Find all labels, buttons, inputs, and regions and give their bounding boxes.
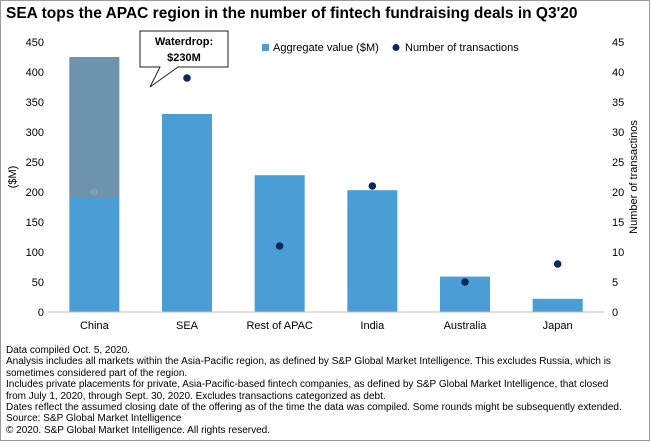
y-tick-right: 10 bbox=[612, 247, 624, 259]
bars-group bbox=[69, 57, 583, 312]
dot-india bbox=[368, 182, 377, 190]
bar-waterdrop-segment bbox=[69, 57, 120, 198]
footnotes: Data compiled Oct. 5, 2020. Analysis incl… bbox=[6, 345, 646, 436]
footnote-line: Includes private placements for private,… bbox=[6, 379, 609, 391]
y-tick-left: 450 bbox=[26, 37, 44, 49]
y-tick-right: 30 bbox=[612, 127, 624, 139]
y-tick-right: 20 bbox=[612, 187, 624, 199]
bar-japan bbox=[532, 298, 583, 312]
chart-area: 0 50 100 150 200 250 300 350 400 450 0 5 10 15 20 25 30… bbox=[7, 30, 640, 332]
footnote-line: Data compiled Oct. 5, 2020. bbox=[6, 345, 130, 356]
right-axis-ticks: 0 5 10 15 20 25 30 35 40 45 bbox=[612, 37, 624, 319]
y-tick-left: 250 bbox=[26, 157, 44, 169]
y-tick-left: 350 bbox=[26, 97, 44, 109]
category-label: Rest of APAC bbox=[246, 320, 312, 332]
footnote-line: Source: S&P Global Market Intelligence bbox=[6, 413, 182, 425]
y-tick-left: 100 bbox=[26, 247, 44, 259]
footnote-line: sometimes considered part of the region. bbox=[6, 367, 188, 379]
category-label: China bbox=[80, 320, 110, 332]
legend-swatch-dot bbox=[392, 44, 400, 51]
y-tick-left: 0 bbox=[38, 307, 44, 319]
legend: Aggregate value ($M) Number of transactio… bbox=[262, 42, 519, 54]
y-tick-right: 15 bbox=[612, 217, 624, 229]
y-tick-left: 200 bbox=[26, 187, 44, 199]
footnote-line: Dates reflect the assumed closing date o… bbox=[6, 402, 622, 414]
legend-swatch-bar bbox=[262, 44, 269, 51]
legend-label-bar: Aggregate value ($M) bbox=[273, 42, 379, 54]
bar-china bbox=[69, 198, 120, 312]
bar-india bbox=[347, 190, 398, 312]
waterdrop-callout: Waterdrop: $230M bbox=[139, 30, 229, 88]
category-label: Japan bbox=[543, 320, 573, 332]
callout-line1: Waterdrop: bbox=[155, 36, 213, 48]
y-tick-left: 400 bbox=[26, 67, 44, 79]
y-tick-right: 35 bbox=[612, 97, 624, 109]
category-label: SEA bbox=[176, 320, 199, 332]
y-tick-right: 25 bbox=[612, 157, 624, 169]
y-tick-right: 40 bbox=[612, 67, 624, 79]
legend-label-dot: Number of transactions bbox=[405, 42, 519, 54]
y-tick-right: 0 bbox=[612, 307, 618, 319]
footnote-line: © 2020. S&P Global Market Intelligence. … bbox=[6, 424, 270, 436]
dot-australia bbox=[461, 278, 469, 286]
y-axis-label-left: ($M) bbox=[7, 166, 19, 189]
dot-rest-of-apac bbox=[275, 242, 284, 250]
y-tick-left: 150 bbox=[26, 217, 44, 229]
footnote-line: Analysis includes all markets within the… bbox=[6, 356, 611, 368]
y-tick-left: 300 bbox=[26, 127, 44, 139]
y-tick-right: 45 bbox=[612, 37, 624, 49]
footnote-line: from July 1, 2020, through Sept. 30, 202… bbox=[6, 390, 386, 402]
y-tick-right: 5 bbox=[612, 277, 618, 289]
y-tick-left: 50 bbox=[32, 277, 44, 289]
left-axis-ticks: 0 50 100 150 200 250 300 350 400 450 bbox=[26, 37, 44, 319]
y-axis-label-right: Number of transactinos bbox=[628, 120, 640, 234]
callout-line2: $230M bbox=[167, 52, 201, 64]
callout-box bbox=[139, 30, 229, 88]
dot-japan bbox=[553, 260, 562, 268]
category-label: India bbox=[360, 320, 385, 332]
chart-title: SEA tops the APAC region in the number o… bbox=[6, 5, 578, 22]
bar-sea bbox=[162, 114, 212, 312]
category-label: Australia bbox=[444, 320, 488, 332]
category-labels: China SEA Rest of APAC India Australia Japan bbox=[80, 320, 573, 332]
dot-sea bbox=[183, 74, 191, 82]
transaction-dots bbox=[90, 74, 562, 286]
dot-china bbox=[90, 188, 99, 196]
